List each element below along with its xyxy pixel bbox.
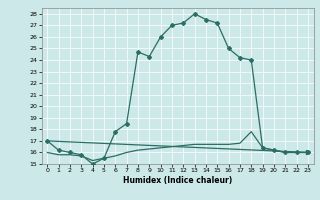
X-axis label: Humidex (Indice chaleur): Humidex (Indice chaleur)	[123, 176, 232, 185]
